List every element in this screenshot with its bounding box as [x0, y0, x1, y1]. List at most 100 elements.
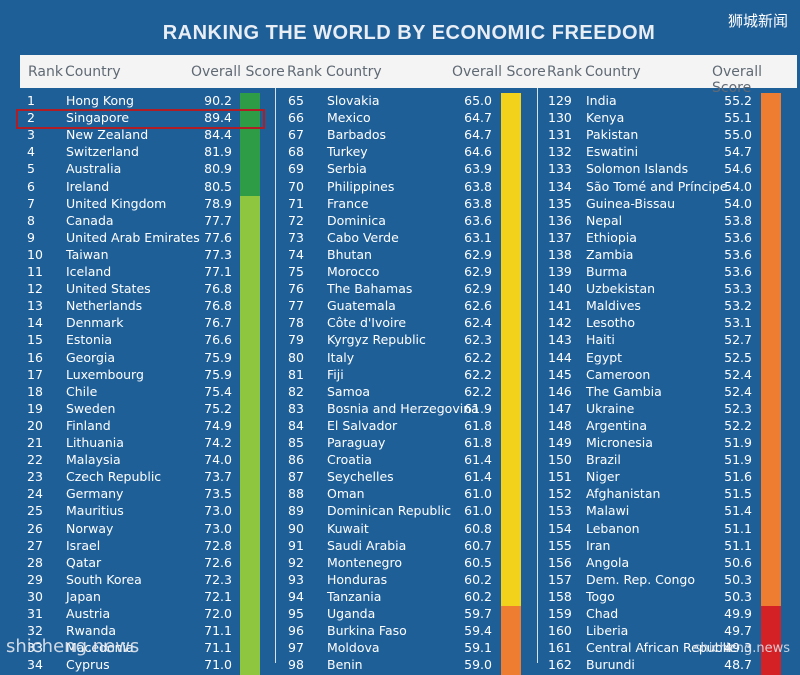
table-row: 136 Nepal 53.8	[0, 212, 800, 229]
table-row: 6 Ireland 80.5	[0, 178, 800, 195]
table-row: 75 Morocco 62.9	[0, 263, 800, 280]
rank-cell: 9	[27, 229, 35, 245]
rank-cell: 12	[27, 281, 43, 297]
rank-cell: 25	[27, 503, 43, 519]
table-row: 8 Canada 77.7	[0, 212, 800, 229]
score-cell: 53.3	[724, 281, 752, 297]
table-row: 132 Eswatini 54.7	[0, 143, 800, 160]
country-cell: Kenya	[586, 110, 625, 126]
score-cell: 51.1	[724, 537, 752, 553]
rank-cell: 66	[288, 110, 304, 126]
score-band-bar	[501, 281, 521, 300]
table-row: 96 Burkina Faso 59.4	[0, 622, 800, 639]
rank-cell: 21	[27, 435, 43, 450]
score-cell: 50.6	[724, 554, 752, 570]
rank-cell: 136	[548, 212, 572, 228]
score-cell: 59.7	[464, 606, 492, 621]
table-row: 158 Togo 50.3	[0, 588, 800, 605]
table-row: 83 Bosnia and Herzegovina 61.9	[0, 400, 800, 417]
score-cell: 62.2	[464, 349, 492, 365]
score-cell: 52.4	[724, 383, 752, 399]
country-cell: Georgia	[66, 349, 116, 365]
score-cell: 61.8	[464, 417, 492, 433]
country-cell: Philippines	[327, 178, 395, 194]
table-row: 29 South Korea 72.3	[0, 571, 800, 588]
rank-cell: 8	[27, 212, 35, 228]
country-cell: Serbia	[327, 161, 367, 177]
header-rank-3: Rank	[547, 64, 582, 80]
score-cell: 61.4	[464, 452, 492, 468]
country-cell: Iceland	[66, 264, 112, 279]
table-row: 1 Hong Kong 90.2	[0, 92, 800, 109]
country-cell: El Salvador	[327, 417, 398, 433]
header-country-2: Country	[326, 64, 382, 80]
rank-cell: 27	[27, 537, 43, 553]
score-band-bar	[761, 246, 781, 265]
score-cell: 53.6	[724, 246, 752, 262]
country-cell: United Kingdom	[66, 195, 167, 211]
score-band-bar	[240, 623, 260, 642]
table-row: 18 Chile 75.4	[0, 383, 800, 400]
score-cell: 84.4	[204, 127, 232, 143]
score-band-bar	[501, 195, 521, 214]
score-cell: 72.3	[204, 571, 232, 587]
rank-cell: 161	[548, 640, 572, 656]
table-row: 72 Dominica 63.6	[0, 212, 800, 229]
country-cell: Lebanon	[586, 520, 640, 536]
country-cell: São Tomé and Príncipe	[586, 178, 728, 194]
country-cell: Mauritius	[66, 503, 124, 519]
rank-cell: 90	[288, 520, 304, 536]
rank-cell: 94	[288, 588, 304, 604]
header-score-1: Overall Score	[191, 64, 285, 80]
score-cell: 72.0	[204, 606, 232, 621]
rank-cell: 75	[288, 264, 304, 279]
score-cell: 54.7	[724, 144, 752, 160]
score-cell: 55.0	[724, 127, 752, 143]
score-band-bar	[761, 520, 781, 539]
header-country-3: Country	[585, 64, 641, 80]
country-cell: Austria	[66, 606, 111, 621]
country-cell: Switzerland	[66, 144, 139, 160]
country-cell: Israel	[66, 537, 101, 553]
table-row: 162 Burundi 48.7	[0, 656, 800, 673]
country-cell: Liberia	[586, 623, 629, 639]
score-band-bar	[501, 588, 521, 607]
table-row: 76 The Bahamas 62.9	[0, 280, 800, 297]
score-cell: 51.1	[724, 520, 752, 536]
rank-cell: 4	[27, 144, 35, 160]
country-cell: Luxembourg	[66, 366, 144, 382]
rank-cell: 76	[288, 281, 304, 297]
score-band-bar	[501, 400, 521, 419]
score-band-bar	[761, 571, 781, 590]
rank-cell: 162	[548, 657, 572, 673]
score-cell: 62.9	[464, 264, 492, 279]
score-cell: 63.9	[464, 161, 492, 177]
score-cell: 63.1	[464, 229, 492, 245]
score-band-bar	[240, 229, 260, 248]
score-cell: 61.0	[464, 503, 492, 519]
table-row: 139 Burma 53.6	[0, 263, 800, 280]
score-band-bar	[240, 246, 260, 265]
column-divider	[537, 88, 538, 663]
score-cell: 54.0	[724, 195, 752, 211]
score-band-bar	[240, 195, 260, 214]
rank-cell: 14	[27, 315, 43, 331]
table-row: 147 Ukraine 52.3	[0, 400, 800, 417]
rank-cell: 81	[288, 366, 304, 382]
rank-cell: 91	[288, 537, 304, 553]
score-band-bar	[761, 537, 781, 556]
rank-cell: 89	[288, 503, 304, 519]
table-row: 130 Kenya 55.1	[0, 109, 800, 126]
rank-cell: 11	[27, 264, 43, 279]
rank-cell: 28	[27, 554, 43, 570]
country-cell: Tanzania	[327, 588, 382, 604]
rank-cell: 95	[288, 606, 304, 621]
table-row: 20 Finland 74.9	[0, 417, 800, 434]
rank-cell: 72	[288, 212, 304, 228]
country-cell: Norway	[66, 520, 114, 536]
table-row: 151 Niger 51.6	[0, 468, 800, 485]
table-row: 153 Malawi 51.4	[0, 502, 800, 519]
country-cell: Eswatini	[586, 144, 639, 160]
rank-cell: 26	[27, 520, 43, 536]
country-cell: Cameroon	[586, 366, 651, 382]
